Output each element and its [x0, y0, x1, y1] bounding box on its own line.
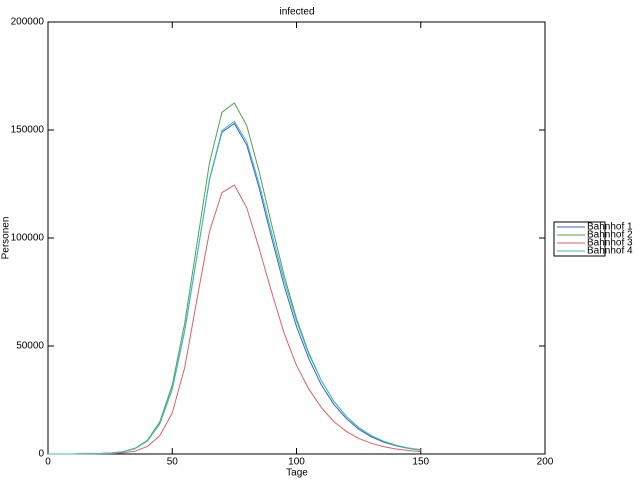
y-tick-label: 50000 — [16, 341, 44, 352]
y-tick-label: 150000 — [11, 125, 45, 136]
legend-label: Bahnhof 4 — [587, 246, 633, 257]
y-axis-label: Personen — [1, 217, 12, 260]
x-tick-label: 150 — [412, 457, 429, 468]
y-tick-label: 200000 — [11, 17, 45, 28]
line — [48, 122, 421, 455]
x-tick-label: 100 — [288, 457, 305, 468]
line — [48, 102, 421, 455]
x-tick-label: 50 — [167, 457, 179, 468]
legend-label: Bahnhof 2 — [587, 230, 633, 241]
line — [48, 184, 421, 455]
x-tick-label: 0 — [45, 457, 51, 468]
y-tick-label: 100000 — [11, 233, 45, 244]
legend-box — [553, 221, 606, 257]
y-tick-label: 0 — [38, 449, 44, 460]
plot-frame — [47, 21, 546, 455]
legend-label: Bahnhof 1 — [587, 222, 633, 233]
x-axis-label: Tage — [286, 468, 308, 479]
legend-label: Bahnhof 3 — [587, 238, 633, 249]
line — [48, 120, 421, 455]
chart-title: infected — [279, 7, 314, 18]
x-tick-label: 200 — [537, 457, 554, 468]
